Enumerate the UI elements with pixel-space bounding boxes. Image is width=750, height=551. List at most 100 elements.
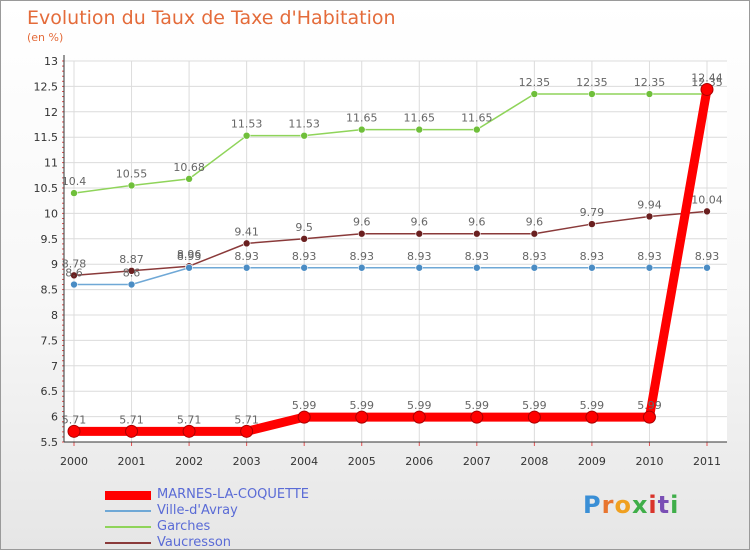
legend-item: Garches — [105, 519, 309, 535]
logo-letter: i — [670, 491, 680, 519]
y-tick-label: 11 — [44, 157, 58, 170]
data-label: 8.93 — [580, 250, 605, 263]
logo-letter: P — [583, 491, 602, 519]
data-point — [473, 125, 481, 134]
data-label: 8.93 — [234, 250, 259, 263]
x-tick-label: 2001 — [118, 455, 146, 468]
data-label: 5.71 — [119, 413, 144, 426]
data-point — [415, 229, 424, 238]
y-tick-label: 12 — [44, 106, 58, 119]
y-tick-label: 11.5 — [34, 131, 59, 144]
data-label: 5.99 — [637, 399, 662, 412]
logo-letter: i — [648, 491, 658, 519]
x-tick-label: 2002 — [175, 455, 203, 468]
data-point — [300, 235, 308, 243]
data-point — [242, 131, 251, 140]
data-point — [357, 263, 366, 272]
data-label: 5.99 — [465, 399, 490, 412]
x-tick-label: 2011 — [693, 455, 721, 468]
data-point — [470, 410, 484, 424]
data-point — [127, 181, 136, 190]
y-tick-label: 10.5 — [34, 182, 59, 195]
data-label: 8.96 — [177, 248, 202, 261]
legend-label: MARNES-LA-COQUETTE — [157, 487, 310, 502]
data-label: 5.71 — [62, 413, 87, 426]
y-tick-label: 8 — [51, 309, 58, 322]
data-label: 10.04 — [691, 193, 723, 206]
y-tick-label: 8.5 — [41, 284, 59, 297]
data-label: 10.55 — [116, 167, 148, 180]
data-label: 8.93 — [637, 250, 662, 263]
data-label: 8.78 — [62, 257, 87, 270]
y-tick-label: 6.5 — [41, 385, 59, 398]
data-label: 10.4 — [62, 175, 87, 188]
data-label: 8.93 — [349, 250, 374, 263]
data-label: 5.71 — [234, 413, 259, 426]
data-label: 5.99 — [522, 399, 547, 412]
data-label: 8.87 — [119, 253, 144, 266]
series-line-2 — [73, 267, 708, 286]
data-label: 9.6 — [526, 216, 544, 229]
data-point — [473, 229, 481, 238]
series-line-0 — [73, 93, 708, 194]
x-tick-label: 2006 — [405, 455, 433, 468]
data-label: 11.53 — [288, 118, 320, 131]
legend-swatch — [105, 542, 151, 544]
data-point — [300, 131, 308, 140]
legend-item: Vaucresson — [105, 535, 309, 551]
data-point — [642, 410, 656, 424]
data-point — [530, 90, 539, 98]
data-label: 11.65 — [404, 112, 436, 125]
data-point — [357, 229, 366, 238]
data-label: 11.65 — [346, 112, 378, 125]
x-tick-label: 2007 — [463, 455, 491, 468]
data-label: 12.44 — [691, 71, 723, 84]
data-point — [185, 263, 193, 272]
data-label: 9.41 — [234, 225, 259, 238]
x-tick-label: 2009 — [578, 455, 606, 468]
data-point — [67, 424, 81, 438]
data-point — [127, 267, 136, 275]
data-label: 5.71 — [177, 413, 202, 426]
legend-swatch — [105, 510, 151, 512]
legend-item: MARNES-LA-COQUETTE — [105, 487, 309, 503]
data-point — [473, 263, 481, 272]
data-label: 8.93 — [522, 250, 547, 263]
y-tick-label: 13 — [44, 55, 58, 68]
data-label: 8.93 — [695, 250, 720, 263]
data-label: 5.99 — [349, 399, 374, 412]
data-label: 8.93 — [292, 250, 317, 263]
x-tick-label: 2005 — [348, 455, 376, 468]
data-label: 5.99 — [580, 399, 605, 412]
chart-legend: MARNES-LA-COQUETTE Ville-d'Avray Garches Va… — [105, 487, 309, 551]
x-tick-label: 2003 — [233, 455, 261, 468]
x-tick-label: 2004 — [290, 455, 318, 468]
chart-unit: (en %) — [27, 31, 64, 44]
proxiti-logo: Proxiti — [583, 491, 679, 519]
data-label: 9.6 — [411, 216, 429, 229]
logo-letter: t — [657, 491, 671, 519]
data-label: 12.35 — [691, 76, 723, 89]
data-point — [355, 410, 369, 424]
data-point — [645, 212, 654, 221]
data-point — [297, 410, 311, 424]
data-point — [70, 189, 78, 197]
data-point — [527, 410, 541, 424]
data-point — [703, 263, 711, 272]
data-point — [185, 175, 193, 183]
data-label: 8.6 — [65, 267, 83, 280]
data-point — [240, 424, 254, 438]
plot-area — [64, 61, 727, 442]
chart-title: Evolution du Taux de Taxe d'Habitation — [27, 7, 396, 29]
data-label: 9.6 — [353, 216, 371, 229]
y-tick-label: 7 — [51, 360, 58, 373]
data-point — [415, 263, 424, 272]
data-label: 8.93 — [465, 250, 490, 263]
x-tick-label: 2000 — [60, 455, 88, 468]
data-point — [703, 207, 711, 216]
data-point — [645, 263, 654, 272]
data-point — [70, 271, 78, 280]
data-label: 9.6 — [468, 216, 486, 229]
data-point — [588, 263, 596, 272]
